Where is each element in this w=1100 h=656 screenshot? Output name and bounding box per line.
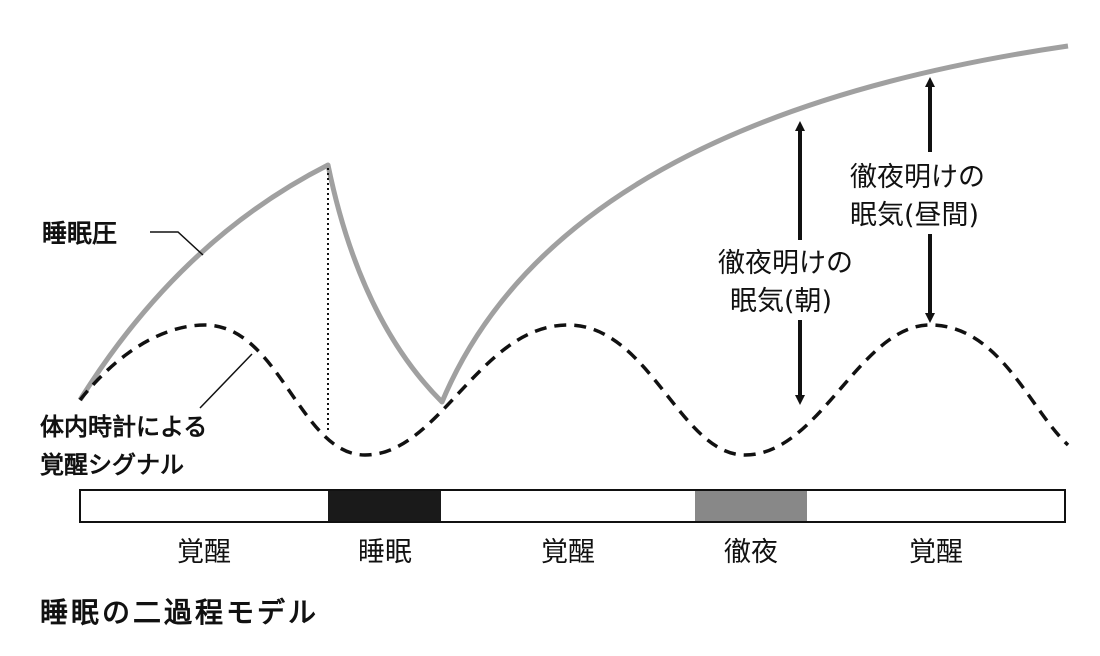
circadian-label-line1: 体内時計による [40,413,207,441]
timeline-label-allnight: 徹夜 [724,537,778,568]
timeline-segment-allnight [695,490,807,522]
allnight-day-label-line2: 眠気(昼間) [850,200,979,231]
timeline-segment-sleep [328,490,441,522]
timeline-segment-awake-3 [807,490,1065,522]
circadian-leader [199,353,253,409]
timeline-label-sleep: 睡眠 [358,537,412,568]
circadian-label-line2: 覚醒シグナル [40,451,184,479]
timeline-label-awake-3: 覚醒 [909,537,963,568]
sleep-pressure-curve [77,43,1069,405]
timeline-bar [79,489,1066,523]
timeline-segment-awake-2 [441,490,695,522]
timeline-segment-awake-1 [80,490,328,522]
timeline-label-awake-1: 覚醒 [177,537,231,568]
allnight-day-label-line1: 徹夜明けの [850,162,985,193]
timeline-label-awake-2: 覚醒 [541,537,595,568]
allnight-morning-label-line1: 徹夜明けの [718,248,853,279]
sleep-pressure-leader [150,231,204,256]
timeline-bar-outline [79,489,1066,523]
allnight-morning-label-line2: 眠気(朝) [730,286,832,317]
circadian-signal-curve [78,323,1070,457]
diagram-caption: 睡眠の二過程モデル [40,596,319,629]
sleep-pressure-label: 睡眠圧 [42,219,117,248]
